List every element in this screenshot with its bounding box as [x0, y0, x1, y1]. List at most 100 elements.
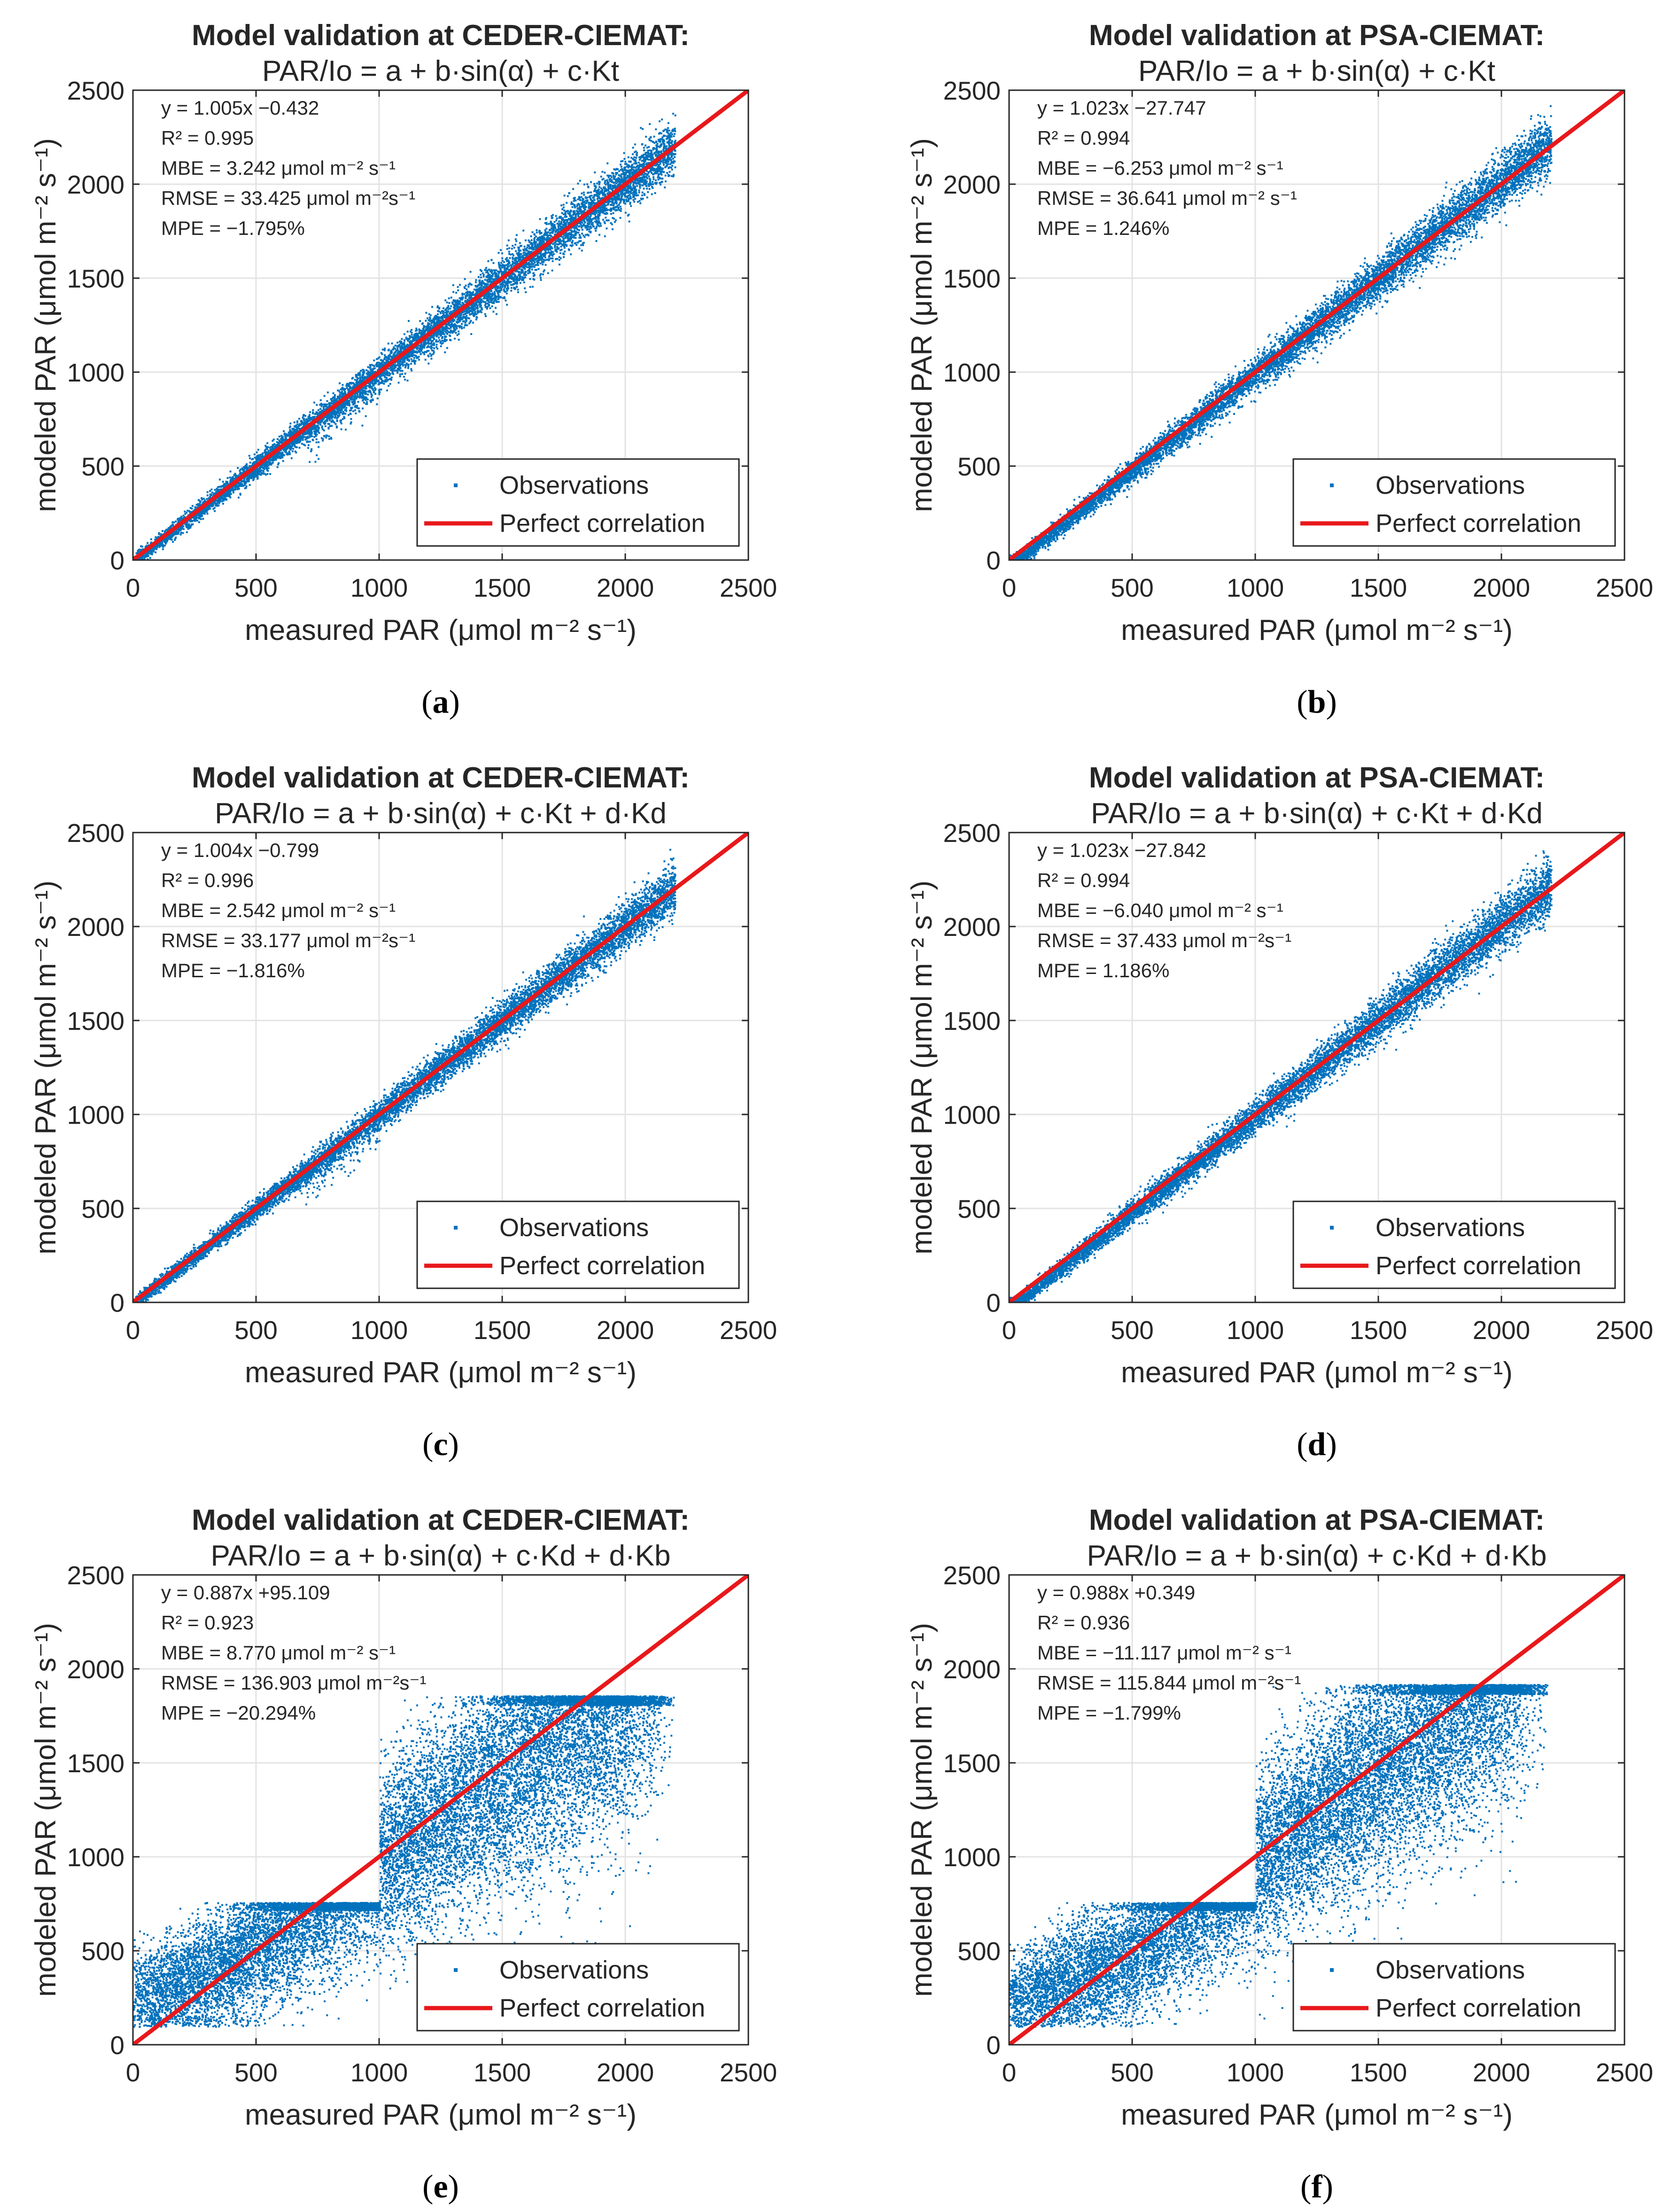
axes-box [132, 89, 749, 561]
legend: Observations Perfect correlation [1292, 458, 1616, 547]
chart-title: Model validation at CEDER-CIEMAT: [192, 1504, 690, 1536]
y-tick-label: 1500 [67, 264, 124, 293]
x-axis-label: measured PAR (μmol m⁻² s⁻¹) [245, 614, 637, 646]
axes-box [1008, 832, 1625, 1303]
panel-caption: (f) [1300, 2169, 1333, 2205]
panel-b: 0 500 1000 1500 2000 2500 0 500 1000 1500 2000 2500… [906, 19, 1653, 720]
y-tick-label: 2500 [943, 1561, 1001, 1590]
x-axis-label: measured PAR (μmol m⁻² s⁻¹) [245, 2099, 637, 2131]
stat-line: y = 0.988x +0.349 [1037, 1581, 1195, 1604]
x-tick-label: 1500 [474, 1316, 531, 1345]
legend: Observations Perfect correlation [1292, 1200, 1616, 1289]
stat-line: R² = 0.994 [1037, 869, 1130, 891]
y-axis-label: modeled PAR (μmol m⁻² s⁻¹) [30, 1623, 62, 1997]
perfect-correlation-line [133, 1575, 748, 2045]
observation-points [133, 849, 676, 1302]
stat-line: RMSE = 33.177 μmol m⁻²s⁻¹ [161, 929, 415, 951]
y-tick-label: 0 [986, 2031, 1001, 2060]
legend-box [416, 1200, 740, 1289]
chart-title: Model validation at CEDER-CIEMAT: [192, 762, 690, 794]
stat-line: y = 1.023x −27.842 [1037, 839, 1206, 861]
y-tick-label: 1500 [943, 1006, 1001, 1036]
y-tick-label: 2000 [67, 1655, 124, 1684]
x-tick-label: 0 [126, 2058, 140, 2087]
x-tick-label: 0 [126, 1316, 140, 1345]
x-tick-label: 1000 [350, 2058, 408, 2087]
legend: Observations Perfect correlation [1292, 1943, 1616, 2032]
y-tick-label: 0 [986, 1288, 1001, 1317]
legend-label-observations: Observations [499, 471, 649, 499]
panel-c: 0 500 1000 1500 2000 2500 0 500 1000 1500 2000 2500… [30, 762, 777, 1463]
axes-box [132, 1574, 749, 2046]
x-tick-label: 0 [1002, 573, 1017, 602]
panel-d: 0 500 1000 1500 2000 2500 0 500 1000 1500 2000 2500… [906, 762, 1653, 1463]
y-tick-label: 1000 [67, 1100, 124, 1129]
stat-line: MBE = −6.040 μmol m⁻² s⁻¹ [1037, 899, 1283, 921]
x-tick-label: 2500 [1596, 1316, 1653, 1345]
legend-label-perfect: Perfect correlation [499, 1252, 705, 1280]
y-tick-label: 2000 [943, 170, 1001, 199]
legend-marker-observations [454, 1968, 458, 1972]
legend-label-perfect: Perfect correlation [1376, 509, 1581, 537]
x-tick-label: 2000 [597, 573, 654, 602]
stat-line: R² = 0.996 [161, 869, 254, 891]
axes-box [1008, 89, 1625, 561]
legend-marker-observations [454, 483, 458, 487]
legend-marker-observations [1330, 1968, 1334, 1972]
stat-line: y = 1.004x −0.799 [161, 839, 319, 861]
stat-line: MBE = 8.770 μmol m⁻² s⁻¹ [161, 1642, 396, 1664]
chart-title: Model validation at PSA-CIEMAT: [1089, 762, 1545, 794]
x-tick-label: 2000 [597, 2058, 654, 2087]
y-tick-label: 2500 [67, 1561, 124, 1590]
x-tick-label: 500 [234, 573, 278, 602]
stat-line: y = 0.887x +95.109 [161, 1581, 330, 1604]
axes-box [132, 832, 749, 1303]
stat-line: R² = 0.923 [161, 1612, 254, 1634]
legend: Observations Perfect correlation [416, 458, 740, 547]
stat-line: MBE = 3.242 μmol m⁻² s⁻¹ [161, 157, 396, 179]
x-tick-label: 2500 [720, 573, 777, 602]
panel-caption: (d) [1297, 1426, 1337, 1463]
x-axis-label: measured PAR (μmol m⁻² s⁻¹) [1121, 1356, 1513, 1389]
stat-line: MPE = −20.294% [161, 1702, 316, 1724]
y-tick-label: 2000 [67, 912, 124, 942]
perfect-correlation-line [1009, 1575, 1624, 2045]
x-tick-label: 1500 [474, 573, 531, 602]
x-tick-label: 1500 [1350, 573, 1407, 602]
legend-label-observations: Observations [1376, 471, 1525, 499]
y-tick-label: 500 [957, 1194, 1001, 1223]
chart-subtitle: PAR/Io = a + b·sin(α) + c·Kd + d·Kb [211, 1540, 671, 1572]
perfect-correlation-line [133, 833, 748, 1302]
x-tick-label: 500 [1111, 2058, 1154, 2087]
stat-line: RMSE = 115.844 μmol m⁻²s⁻¹ [1037, 1672, 1301, 1694]
chart-title: Model validation at PSA-CIEMAT: [1089, 1504, 1545, 1536]
x-tick-label: 0 [1002, 2058, 1017, 2087]
y-tick-label: 1000 [943, 358, 1001, 387]
y-tick-label: 2000 [943, 1655, 1001, 1684]
panel-a: 0 500 1000 1500 2000 2500 0 500 1000 1500 2000 2500… [30, 19, 777, 720]
x-tick-label: 500 [1111, 1316, 1154, 1345]
stat-line: MBE = −6.253 μmol m⁻² s⁻¹ [1037, 157, 1283, 179]
y-tick-label: 1500 [943, 1749, 1001, 1778]
y-tick-label: 2500 [67, 818, 124, 848]
chart-subtitle: PAR/Io = a + b·sin(α) + c·Kd + d·Kb [1087, 1540, 1547, 1572]
y-tick-label: 500 [81, 1937, 124, 1966]
y-tick-label: 500 [957, 452, 1001, 481]
observation-points [133, 1695, 675, 2028]
chart-title: Model validation at CEDER-CIEMAT: [192, 19, 690, 52]
stat-line: MPE = 1.246% [1037, 217, 1169, 239]
stat-line: R² = 0.936 [1037, 1612, 1130, 1634]
stat-line: RMSE = 37.433 μmol m⁻²s⁻¹ [1037, 929, 1291, 951]
y-tick-label: 500 [81, 452, 124, 481]
y-tick-label: 0 [986, 546, 1001, 575]
x-tick-label: 1500 [474, 2058, 531, 2087]
perfect-correlation-line [1009, 90, 1624, 560]
y-axis-label: modeled PAR (μmol m⁻² s⁻¹) [30, 138, 62, 512]
y-tick-label: 2000 [943, 912, 1001, 942]
stat-line: R² = 0.995 [161, 127, 254, 149]
stat-line: MBE = −11.117 μmol m⁻² s⁻¹ [1037, 1642, 1291, 1664]
y-tick-label: 2500 [67, 76, 124, 105]
stat-line: MPE = −1.795% [161, 217, 305, 239]
y-tick-label: 0 [110, 1288, 124, 1317]
legend: Observations Perfect correlation [416, 1200, 740, 1289]
